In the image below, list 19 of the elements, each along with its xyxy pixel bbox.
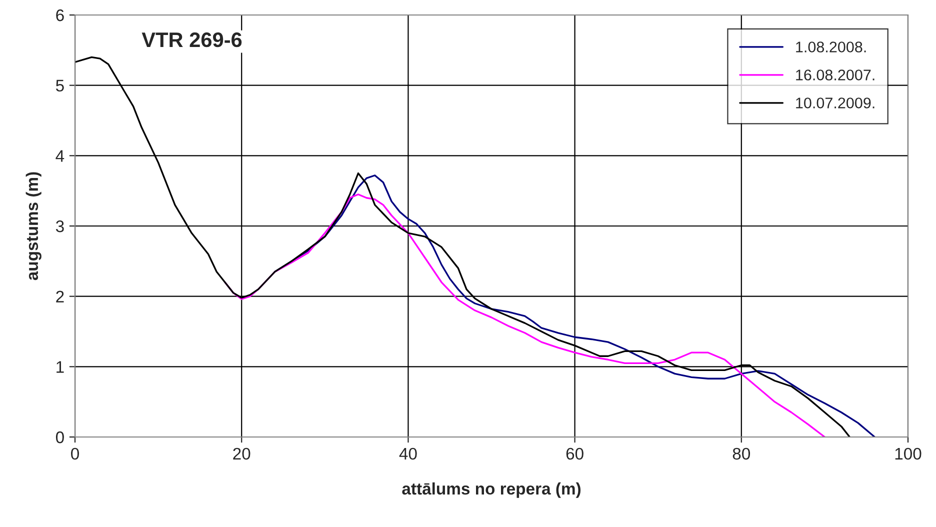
x-tick-label: 0 [71,448,79,460]
y-tick-label: 3 [56,220,64,232]
y-tick-label: 6 [56,9,64,22]
y-axis-title: augstums (m) [26,172,42,280]
x-tick-label: 40 [399,448,417,460]
y-tick-label: 0 [56,431,64,444]
x-tick-label: 60 [566,448,584,460]
y-tick-label: 4 [56,150,64,162]
x-tick-label: 100 [895,448,922,460]
y-tick-label: 1 [56,361,64,373]
x-tick-label: 80 [732,448,750,460]
x-tick-label: 20 [233,448,250,460]
y-tick-label: 2 [56,290,64,302]
legend-label: 16.08.2007. [796,70,874,80]
legend-label: 10.07.2009. [796,98,874,108]
legend-label: 1.08.2008. [796,42,866,52]
text: VTR 269-6 [142,32,242,48]
x-axis-title: attālums no repera (m) [402,482,581,498]
y-tick-label: 5 [56,80,64,92]
